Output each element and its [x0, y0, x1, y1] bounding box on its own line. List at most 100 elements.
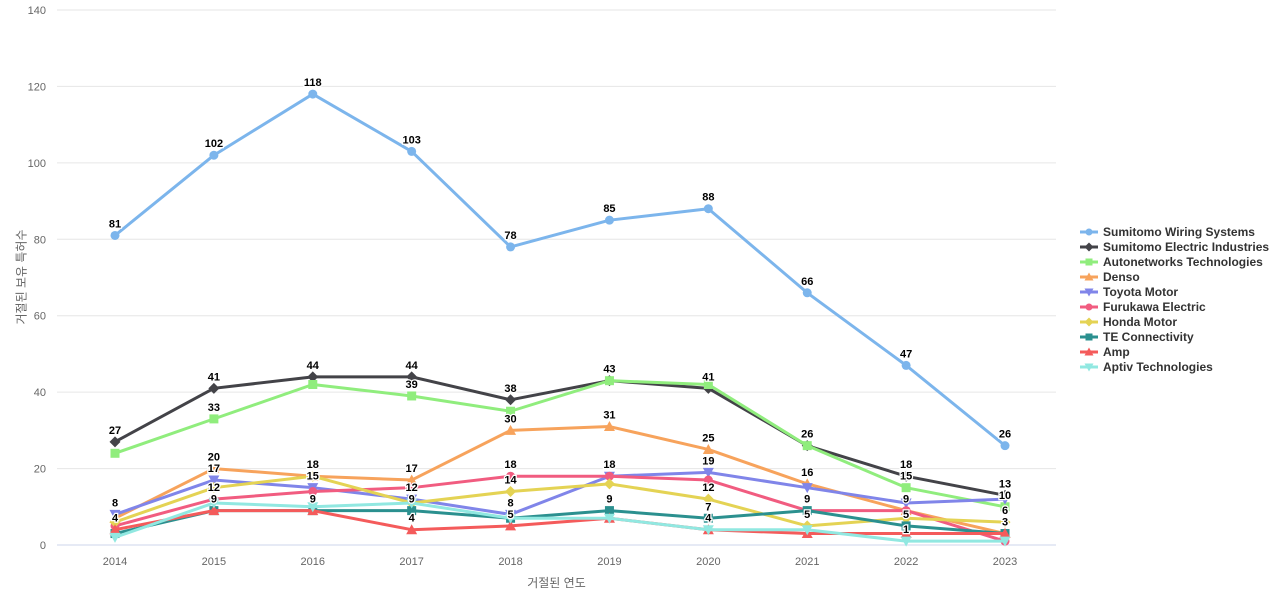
- data-label: 6: [1002, 505, 1008, 517]
- amp-point-marker-icon[interactable]: [505, 520, 517, 531]
- amp-point-marker-icon[interactable]: [208, 505, 220, 516]
- aptiv-technologies-point-marker-icon[interactable]: [702, 525, 714, 536]
- honda-motor-point-marker-icon[interactable]: [702, 493, 714, 505]
- sumitomo-electric-industries-point-marker-icon[interactable]: [208, 382, 220, 394]
- series-line-autonetworks-technologies[interactable]: [113, 379, 1007, 509]
- autonetworks-technologies-point-marker-icon[interactable]: [802, 441, 812, 451]
- sumitomo-wiring-systems-point-marker-icon[interactable]: [604, 215, 614, 225]
- autonetworks-technologies-point-marker-icon[interactable]: [703, 380, 713, 389]
- legend-item-te-connectivity[interactable]: TE Connectivity: [1080, 329, 1269, 344]
- te-connectivity-point-marker-icon[interactable]: [703, 513, 713, 523]
- autonetworks-technologies-point-marker-icon[interactable]: [209, 414, 219, 424]
- honda-motor-point-marker-icon[interactable]: [999, 516, 1011, 528]
- legend-item-furukawa-electric[interactable]: Furukawa Electric: [1080, 299, 1269, 314]
- series-line-sumitomo-electric-industries[interactable]: [113, 375, 1007, 497]
- sumitomo-wiring-systems-point-marker-icon[interactable]: [407, 146, 417, 156]
- sumitomo-wiring-systems-point-marker-icon[interactable]: [901, 360, 911, 370]
- aptiv-technologies-point-marker-icon[interactable]: [208, 498, 220, 509]
- furukawa-electric-point-marker-icon[interactable]: [506, 471, 516, 481]
- sumitomo-electric-industries-point-marker-icon[interactable]: [900, 470, 912, 482]
- series-line-toyota-motor[interactable]: [113, 470, 1007, 516]
- toyota-motor-point-marker-icon[interactable]: [208, 475, 220, 486]
- x-axis-title: 거절된 연도: [527, 576, 586, 590]
- aptiv-technologies-point-marker-icon[interactable]: [603, 513, 615, 524]
- autonetworks-technologies-point-marker-icon[interactable]: [407, 391, 417, 401]
- amp-point-marker-icon[interactable]: [900, 528, 912, 539]
- aptiv-technologies-point-marker-icon[interactable]: [505, 513, 517, 524]
- legend-item-sumitomo-electric-industries[interactable]: Sumitomo Electric Industries: [1080, 239, 1269, 254]
- autonetworks-technologies-point-marker-icon[interactable]: [1000, 502, 1010, 512]
- aptiv-technologies-point-marker-icon[interactable]: [307, 502, 319, 513]
- series-line-sumitomo-wiring-systems[interactable]: [113, 92, 1007, 448]
- toyota-motor-point-marker-icon[interactable]: [999, 494, 1011, 505]
- data-label: 8: [112, 497, 118, 509]
- sumitomo-wiring-systems-point-marker-icon[interactable]: [506, 242, 516, 252]
- legend-item-aptiv-technologies[interactable]: Aptiv Technologies: [1080, 359, 1269, 374]
- legend-item-amp[interactable]: Amp: [1080, 344, 1269, 359]
- legend-item-toyota-motor[interactable]: Toyota Motor: [1080, 284, 1269, 299]
- data-label: 12: [406, 482, 418, 494]
- honda-motor-point-marker-icon[interactable]: [109, 516, 121, 528]
- honda-motor-point-marker-icon[interactable]: [900, 512, 912, 524]
- sumitomo-wiring-systems-point-marker-icon[interactable]: [110, 230, 120, 240]
- amp-point-marker-icon[interactable]: [406, 524, 418, 535]
- autonetworks-technologies-point-marker-icon[interactable]: [901, 483, 911, 493]
- honda-motor-point-marker-icon[interactable]: [208, 482, 220, 494]
- amp-point-marker-icon[interactable]: [999, 528, 1011, 539]
- te-connectivity-point-marker-icon[interactable]: [407, 506, 417, 516]
- series-line-denso[interactable]: [113, 425, 1007, 536]
- sumitomo-wiring-systems-point-marker-icon[interactable]: [209, 150, 219, 160]
- legend-item-label: Denso: [1103, 269, 1140, 284]
- series-line-furukawa-electric[interactable]: [113, 474, 1007, 543]
- autonetworks-technologies-point-marker-icon[interactable]: [604, 376, 614, 386]
- sumitomo-electric-industries-point-marker-icon[interactable]: [406, 371, 418, 383]
- honda-motor-point-marker-icon[interactable]: [307, 470, 319, 482]
- denso-point-marker-icon[interactable]: [505, 424, 517, 435]
- furukawa-electric-point-marker-icon[interactable]: [901, 506, 911, 516]
- aptiv-technologies-point-marker-icon[interactable]: [999, 536, 1011, 547]
- legend-item-denso[interactable]: Denso: [1080, 269, 1269, 284]
- legend-item-honda-motor[interactable]: Honda Motor: [1080, 314, 1269, 329]
- x-tick-label: 2020: [696, 556, 720, 568]
- autonetworks-technologies-point-marker-icon[interactable]: [110, 448, 120, 458]
- toyota-motor-point-marker-icon[interactable]: [109, 509, 121, 520]
- te-connectivity-point-marker-icon[interactable]: [802, 506, 812, 516]
- te-connectivity-point-marker-icon[interactable]: [901, 521, 911, 531]
- denso-point-marker-icon[interactable]: [208, 463, 220, 474]
- sumitomo-electric-industries-point-marker-icon[interactable]: [109, 436, 121, 448]
- sumitomo-wiring-systems-point-marker-icon[interactable]: [1000, 441, 1010, 451]
- furukawa-electric-point-marker-icon[interactable]: [308, 487, 318, 496]
- aptiv-technologies-point-marker-icon[interactable]: [900, 536, 912, 547]
- furukawa-electric-point-marker-icon[interactable]: [604, 471, 614, 481]
- toyota-motor-point-marker-icon[interactable]: [801, 483, 813, 494]
- legend-item-sumitomo-wiring-systems[interactable]: Sumitomo Wiring Systems: [1080, 224, 1269, 239]
- furukawa-electric-point-marker-icon[interactable]: [703, 475, 713, 485]
- aptiv-technologies-point-marker-icon[interactable]: [109, 532, 121, 543]
- sumitomo-wiring-systems-point-marker-icon[interactable]: [703, 204, 713, 214]
- amp-point-marker-icon[interactable]: [109, 524, 121, 535]
- sumitomo-wiring-systems-point-marker-icon[interactable]: [308, 89, 318, 99]
- sumitomo-electric-industries-point-marker-icon[interactable]: [505, 394, 517, 406]
- autonetworks-technologies-point-marker-icon[interactable]: [308, 380, 318, 389]
- series-line-amp[interactable]: [113, 509, 1007, 536]
- toyota-motor-point-marker-icon[interactable]: [702, 467, 714, 478]
- furukawa-electric-point-marker-icon[interactable]: [407, 483, 417, 493]
- legend-item-autonetworks-technologies[interactable]: Autonetworks Technologies: [1080, 254, 1269, 269]
- data-label: 39: [406, 379, 418, 391]
- series-line-aptiv-technologies[interactable]: [113, 501, 1007, 543]
- denso-point-marker-icon[interactable]: [603, 421, 615, 432]
- te-connectivity-point-marker-icon[interactable]: [604, 506, 614, 516]
- denso-point-marker-icon[interactable]: [702, 443, 714, 454]
- data-label: 5: [507, 509, 513, 521]
- toyota-motor-point-marker-icon[interactable]: [900, 498, 912, 509]
- aptiv-technologies-point-marker-icon[interactable]: [406, 498, 418, 509]
- denso-point-marker-icon[interactable]: [406, 474, 418, 485]
- autonetworks-technologies-point-marker-icon[interactable]: [506, 406, 516, 416]
- sumitomo-wiring-systems-point-marker-icon[interactable]: [802, 288, 812, 298]
- series-line-honda-motor[interactable]: [113, 474, 1007, 528]
- honda-motor-point-marker-icon[interactable]: [505, 486, 517, 497]
- sumitomo-electric-industries-point-marker-icon[interactable]: [307, 371, 319, 383]
- aptiv-technologies-point-marker-icon[interactable]: [801, 525, 813, 536]
- honda-motor-point-marker-icon[interactable]: [603, 478, 615, 490]
